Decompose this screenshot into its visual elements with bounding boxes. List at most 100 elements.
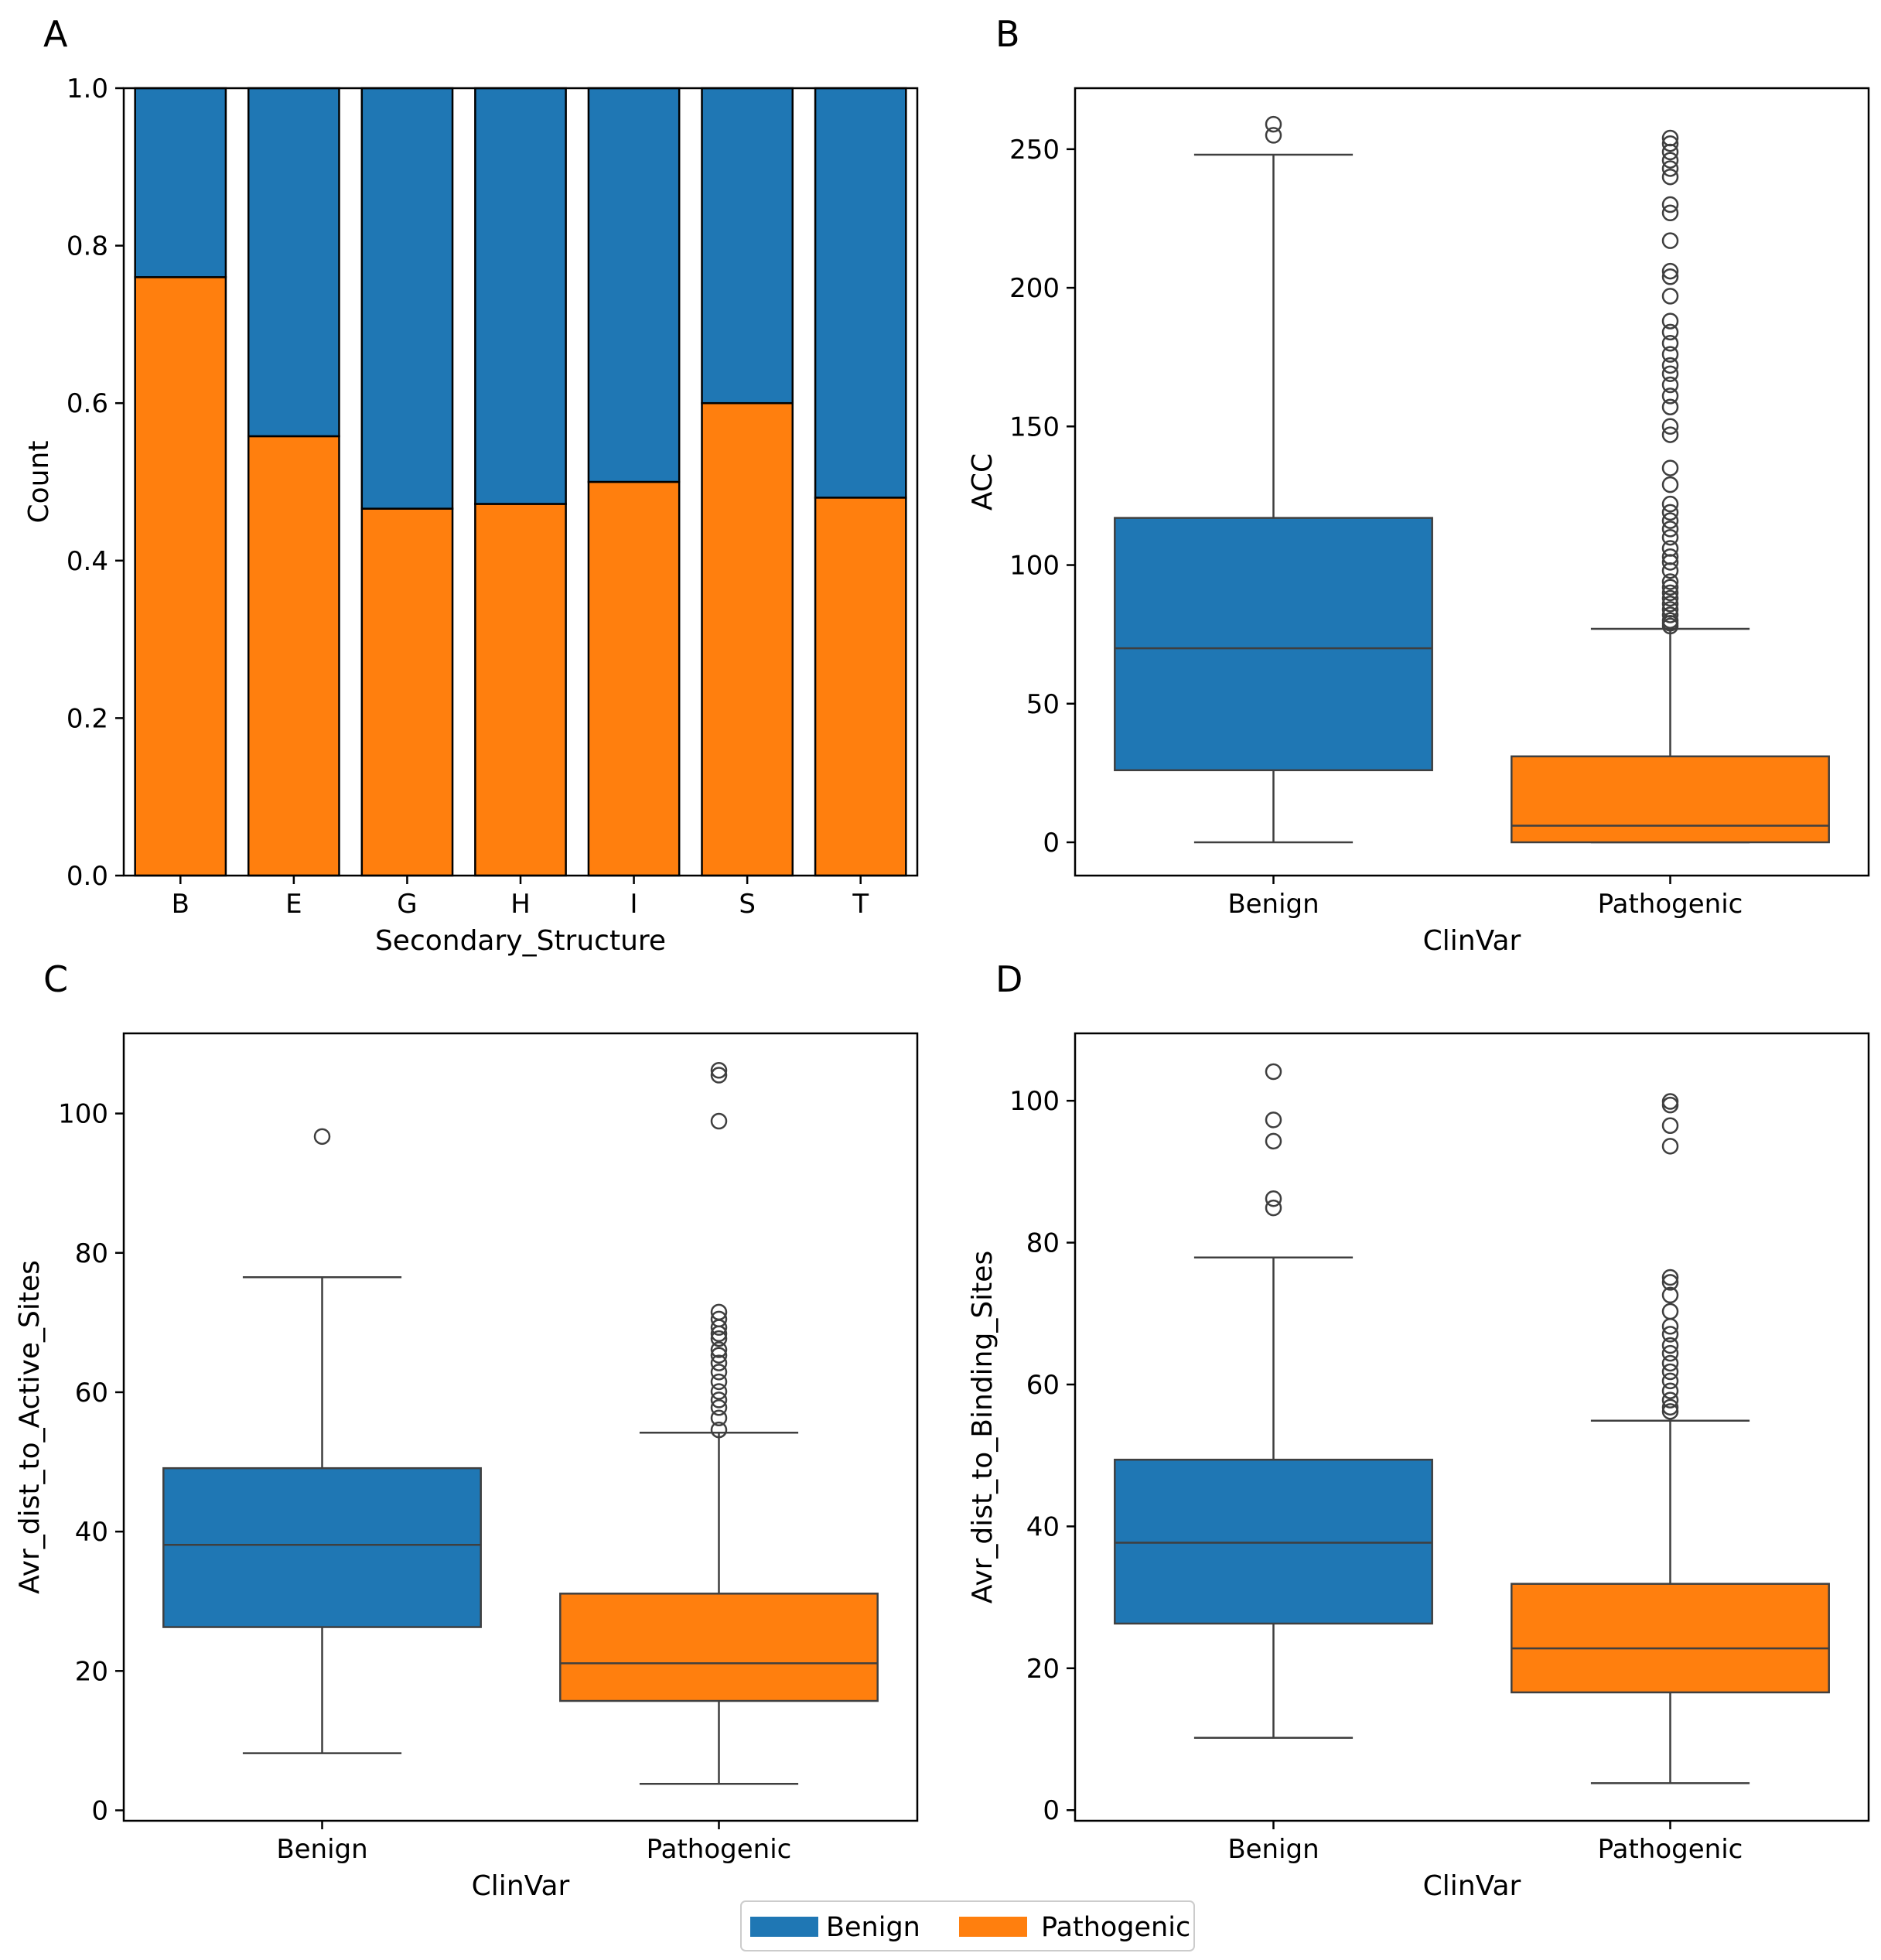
panel-d-box-benign: [1114, 1458, 1433, 1625]
panel-c-y-axis-label: Avr_dist_to_Active_Sites: [14, 1260, 46, 1594]
panel-a-x-tick-label: H: [510, 889, 531, 920]
panel-b-outlier-pathogenic: [1661, 540, 1679, 557]
panel-a-x-tick-label: G: [397, 889, 417, 920]
panel-a-y-tick-label: 1.0: [67, 73, 108, 104]
panel-a-y-tick-label: 0.0: [67, 861, 108, 892]
panel-d-outlier-pathogenic: [1661, 1138, 1679, 1155]
panel-a-y-tick-label: 0.4: [67, 546, 108, 577]
panel-d-ticks: 0 20 40 60 80 100 Benign Pathogenic: [1009, 1086, 1743, 1865]
panel-letter-a: A: [43, 13, 68, 55]
panel-b-y-tick-label: 200: [1009, 273, 1060, 304]
panel-b-outlier-pathogenic: [1661, 548, 1679, 565]
panel-b-outlier-pathogenic: [1661, 232, 1679, 249]
panel-c-outlier-pathogenic: [710, 1067, 728, 1084]
panel-c-y-tick-label: 60: [75, 1378, 108, 1409]
panel-b-outlier-pathogenic: [1661, 357, 1679, 374]
panel-c-outlier-pathogenic: [710, 1364, 728, 1381]
panel-a-x-tick-label: I: [630, 889, 638, 920]
panel-d-x-axis-label: ClinVar: [1423, 1870, 1521, 1902]
panel-c-outlier-pathogenic: [710, 1421, 728, 1439]
panel-b-x-axis-label: ClinVar: [1423, 925, 1521, 957]
panel-a-bar-pathogenic-e: [247, 435, 340, 877]
panel-d-outlier-benign: [1265, 1063, 1282, 1081]
panel-b-outlier-pathogenic: [1661, 365, 1679, 382]
panel-b-y-axis-label: ACC: [967, 453, 999, 510]
panel-d-outlier-pathogenic: [1661, 1403, 1679, 1420]
panel-c-outlier-pathogenic: [710, 1383, 728, 1400]
panel-b-outlier-pathogenic: [1661, 262, 1679, 280]
panel-b-frame: [1074, 87, 1870, 877]
panel-d-x-tick-label: Benign: [1227, 1834, 1319, 1865]
panel-d-y-axis-label: Avr_dist_to_Binding_Sites: [967, 1251, 999, 1603]
panel-b-outlier-pathogenic: [1661, 579, 1679, 596]
panel-c-outlier-pathogenic: [710, 1061, 728, 1079]
panel-a-bar-benign-h: [474, 87, 567, 505]
panel-b-outlier-pathogenic: [1661, 601, 1679, 618]
panel-c-outlier-pathogenic: [710, 1112, 728, 1130]
panel-a-y-axis-label: Count: [23, 441, 55, 524]
panel-c-y-tick-label: 40: [75, 1517, 108, 1548]
panel-b-outlier-pathogenic: [1661, 376, 1679, 394]
panel-a-y-tick-label: 0.2: [67, 703, 108, 734]
panel-b-outlier-pathogenic: [1661, 573, 1679, 590]
panel-b-outlier-pathogenic: [1661, 204, 1679, 222]
panel-c-outlier-pathogenic: [710, 1391, 728, 1409]
legend-swatch-benign: [750, 1917, 818, 1937]
panel-d-outlier-pathogenic: [1661, 1274, 1679, 1291]
panel-c-frame: [122, 1032, 919, 1822]
panel-b-outlier-pathogenic: [1661, 129, 1679, 147]
panel-d-box-plot: D 0 20 40 60 80 100 Benign Pathogenic ClinVar A…: [967, 958, 1870, 1902]
panel-c-box-pathogenic: [559, 1593, 879, 1702]
panel-a-bar-benign-e: [247, 87, 340, 438]
panel-d-outlier-benign: [1265, 1111, 1282, 1129]
panel-c-outlier-benign: [313, 1128, 331, 1146]
panel-c-x-tick-label: Pathogenic: [647, 1834, 792, 1865]
panel-d-outlier-benign: [1265, 1132, 1282, 1150]
panel-b-outlier-pathogenic: [1661, 476, 1679, 493]
panel-b-outlier-pathogenic: [1661, 459, 1679, 476]
panel-a-bar-benign-i: [587, 87, 681, 483]
panel-b-outlier-pathogenic: [1661, 612, 1679, 629]
panel-b-outlier-pathogenic: [1661, 426, 1679, 443]
legend: Benign Pathogenic: [740, 1900, 1195, 1951]
panel-a-y-tick-label: 0.6: [67, 388, 108, 419]
panel-b-outlier-pathogenic: [1661, 504, 1679, 521]
panel-b-outlier-pathogenic: [1661, 418, 1679, 435]
panel-b-outlier-pathogenic: [1661, 595, 1679, 613]
panel-c-y-tick-label: 20: [75, 1656, 108, 1687]
panel-b-outlier-pathogenic: [1661, 160, 1679, 177]
panel-c-y-tick-label: 0: [91, 1795, 108, 1826]
panel-b-outlier-pathogenic: [1661, 521, 1679, 538]
panel-d-outlier-pathogenic: [1661, 1326, 1679, 1343]
panel-d-x-tick-label: Pathogenic: [1598, 1834, 1743, 1865]
panel-d-box-pathogenic: [1511, 1583, 1830, 1694]
panel-a-bars: [134, 87, 907, 877]
panel-d-y-tick-label: 60: [1026, 1370, 1060, 1401]
panel-a-bar-pathogenic-b: [134, 276, 227, 877]
panel-b-outlier-pathogenic: [1661, 168, 1679, 186]
panel-b-x-tick-label: Benign: [1227, 889, 1319, 920]
panel-c-outlier-pathogenic: [710, 1310, 728, 1328]
panel-b-outlier-pathogenic: [1661, 323, 1679, 341]
panel-b-y-tick-label: 0: [1043, 828, 1060, 859]
panel-d-outlier-pathogenic: [1661, 1117, 1679, 1134]
panel-b-outlier-pathogenic: [1661, 606, 1679, 623]
panel-b-outlier-benign: [1265, 127, 1282, 144]
panel-c-outlier-pathogenic: [710, 1303, 728, 1321]
panel-b-outlier-benign: [1265, 115, 1282, 133]
panel-d-boxes: [1114, 1063, 1830, 1784]
panel-b-outlier-pathogenic: [1661, 335, 1679, 352]
panel-d-outlier-pathogenic: [1661, 1337, 1679, 1354]
panel-d-y-tick-label: 20: [1026, 1654, 1060, 1685]
panel-a-bar-benign-t: [814, 87, 907, 499]
panel-c-y-tick-label: 100: [58, 1099, 108, 1130]
panel-d-y-tick-label: 0: [1043, 1795, 1060, 1826]
panel-c-outlier-pathogenic: [710, 1354, 728, 1371]
panel-c-boxes: [162, 1061, 879, 1785]
panel-d-outlier-pathogenic: [1661, 1363, 1679, 1381]
panel-a-x-tick-label: T: [852, 889, 869, 920]
panel-b-outlier-pathogenic: [1661, 268, 1679, 285]
panel-b-outlier-pathogenic: [1661, 512, 1679, 529]
panel-b-outlier-pathogenic: [1661, 589, 1679, 607]
